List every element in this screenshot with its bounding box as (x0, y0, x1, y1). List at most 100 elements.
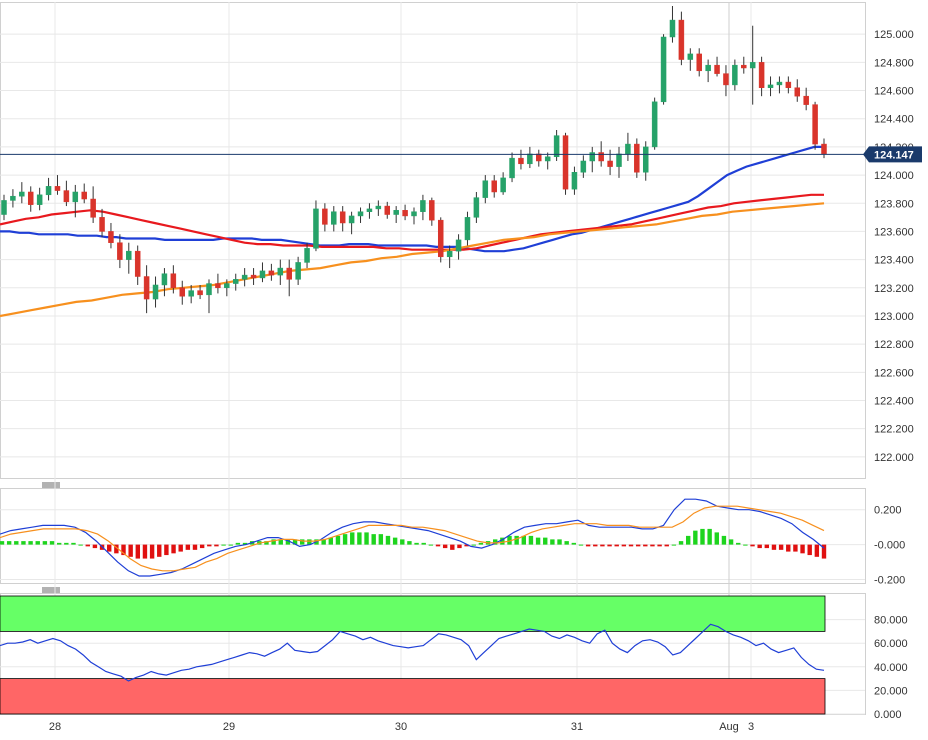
price-tick-label: 124.400 (874, 114, 914, 126)
candle-up (348, 215, 355, 224)
histogram-bar-negative (192, 544, 198, 550)
histogram-bar-negative (635, 544, 641, 547)
rsi-tick-label: 60.000 (874, 638, 908, 650)
candle-up (669, 19, 676, 38)
histogram-bar-positive (235, 542, 241, 545)
price-tick-label: 123.800 (874, 198, 914, 210)
candle-up (10, 195, 16, 201)
panel-resize-handle-2[interactable] (42, 587, 60, 593)
histogram-bar-positive (693, 530, 698, 545)
histogram-bar-positive (335, 535, 341, 545)
last-price-tag-bg (863, 146, 922, 163)
histogram-bar-positive (414, 542, 419, 545)
price-tick-label: 123.000 (874, 311, 914, 323)
candle-down (215, 283, 221, 289)
rsi-tick-label: 0.000 (874, 709, 902, 721)
candle-down (723, 73, 729, 86)
price-tick-label: 122.600 (874, 367, 914, 379)
candle-up (616, 153, 622, 167)
histogram-bar-positive (550, 539, 555, 545)
candle-up (749, 62, 756, 69)
price-tick-label: 124.600 (874, 86, 914, 98)
candle-up (36, 194, 43, 205)
candle-down (170, 273, 177, 289)
histogram-bar-positive (56, 542, 62, 545)
candle-up (241, 274, 248, 280)
histogram-bar-negative (185, 544, 191, 550)
price-tick-label: 123.400 (874, 255, 914, 267)
histogram-bar-positive (42, 541, 48, 545)
histogram-bar-positive (6, 541, 12, 545)
candle-up (642, 146, 649, 173)
x-tick-label: 28 (49, 721, 61, 733)
candle-up (206, 283, 212, 296)
histogram-bar-negative (171, 544, 176, 554)
oscillator-panel-frame (0, 488, 866, 584)
price-tick-label: 122.400 (874, 396, 914, 408)
histogram-bar-positive (557, 539, 562, 545)
histogram-bar-negative (107, 544, 112, 552)
price-grid (0, 33, 865, 458)
candle-up (224, 283, 230, 289)
rsi-tick-label: 80.000 (874, 615, 908, 627)
candle-down (758, 62, 765, 88)
rsi-overbought-band (0, 595, 826, 632)
histogram-bar-positive (228, 544, 233, 546)
x-tick-label: 31 (571, 721, 583, 733)
candle-up (660, 36, 667, 103)
oscillator-lines (0, 498, 825, 577)
price-tick-label: 124.800 (874, 57, 914, 69)
histogram-bar-negative (621, 544, 627, 547)
candle-up (473, 197, 480, 218)
candle-up (732, 64, 738, 86)
histogram-bar-positive (535, 537, 541, 545)
histogram-bar-negative (435, 544, 441, 547)
candle-up (509, 157, 515, 179)
histogram-bar-negative (214, 544, 219, 547)
histogram-bar-positive (578, 544, 584, 546)
histogram-bar-positive (493, 539, 498, 545)
candle-up (393, 210, 399, 215)
candle-up (295, 262, 301, 280)
histogram-bar-positive (671, 544, 677, 546)
rsi-tick-label: 40.000 (874, 662, 908, 674)
histogram-bar-negative (807, 544, 812, 556)
x-tick-label: Aug (719, 721, 739, 733)
histogram-bar-positive (392, 537, 398, 545)
histogram-bar-positive (21, 541, 26, 545)
candle-down (812, 104, 818, 145)
candle-up (446, 250, 453, 258)
oscillator-histogram (0, 528, 827, 559)
moving-average-line (0, 202, 825, 318)
histogram-bar-positive (0, 541, 5, 545)
moving-average-line (0, 145, 824, 253)
price-tick-label: 125.000 (874, 29, 914, 41)
histogram-bar-positive (428, 544, 434, 546)
candle-down (598, 152, 604, 162)
candle-up (277, 267, 284, 276)
candle-up (420, 200, 426, 212)
histogram-bar-negative (786, 544, 791, 552)
candle-up (580, 160, 587, 173)
candle-up (625, 143, 631, 155)
panel-resize-handle-1[interactable] (42, 482, 60, 488)
histogram-bar-positive (500, 537, 505, 545)
histogram-bar-positive (371, 534, 376, 545)
histogram-bar-positive (242, 542, 248, 545)
candle-up (464, 217, 471, 241)
histogram-bar-positive (714, 532, 719, 545)
histogram-bar-negative (199, 544, 205, 549)
histogram-bar-negative (128, 544, 133, 557)
candle-up (776, 81, 783, 86)
rsi-tick-label: 20.000 (874, 685, 908, 697)
rsi-oversold-band (0, 678, 826, 715)
candle-down (90, 198, 96, 218)
candle-down (99, 217, 105, 232)
candle-up (705, 64, 711, 72)
histogram-bar-positive (571, 542, 577, 545)
histogram-bar-positive (328, 537, 333, 545)
histogram-bar-negative (457, 544, 462, 549)
histogram-bar-positive (528, 535, 534, 545)
histogram-bar-positive (28, 541, 33, 545)
histogram-bar-positive (707, 528, 712, 545)
